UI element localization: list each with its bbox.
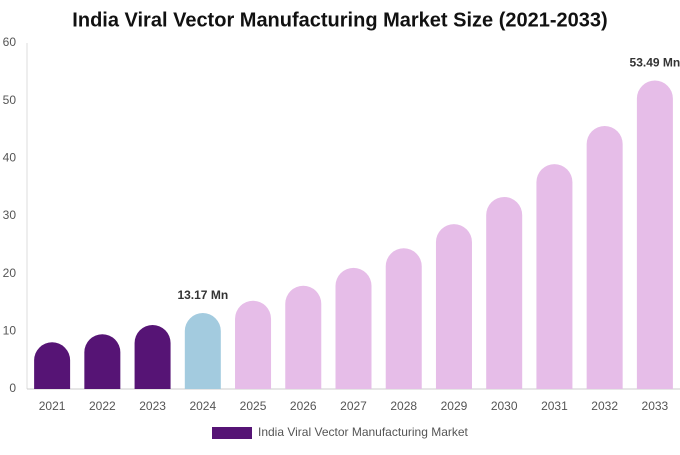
x-tick-label: 2028 — [390, 399, 417, 413]
bar — [84, 334, 121, 389]
x-tick-label: 2031 — [541, 399, 568, 413]
x-tick-label: 2029 — [441, 399, 468, 413]
y-tick-label: 60 — [3, 35, 17, 49]
value-label: 53.49 Mn — [630, 56, 680, 70]
y-tick-label: 30 — [3, 208, 17, 222]
bar — [285, 285, 322, 389]
bar — [486, 196, 523, 389]
x-tick-label: 2026 — [290, 399, 317, 413]
x-tick-label: 2025 — [240, 399, 267, 413]
x-tick-label: 2032 — [591, 399, 618, 413]
bar — [435, 224, 472, 389]
x-tick-label: 2033 — [642, 399, 669, 413]
bar — [134, 324, 171, 389]
bar — [586, 126, 623, 390]
bar — [34, 342, 71, 389]
value-label: 13.17 Mn — [177, 288, 228, 302]
bar — [184, 313, 221, 389]
y-tick-label: 40 — [3, 151, 17, 165]
y-tick-label: 10 — [3, 324, 17, 338]
x-tick-label: 2023 — [139, 399, 166, 413]
bar — [335, 267, 372, 389]
x-tick-label: 2021 — [39, 399, 66, 413]
legend-swatch — [212, 427, 252, 439]
y-tick-label: 20 — [3, 266, 17, 280]
x-tick-label: 2024 — [189, 399, 216, 413]
y-tick-label: 0 — [9, 381, 16, 395]
bar — [636, 80, 673, 389]
bar — [536, 164, 573, 389]
y-tick-label: 50 — [3, 93, 17, 107]
chart-title: India Viral Vector Manufacturing Market … — [72, 9, 607, 31]
bar — [385, 248, 422, 389]
x-tick-label: 2027 — [340, 399, 367, 413]
x-tick-label: 2030 — [491, 399, 518, 413]
bar — [235, 300, 272, 389]
x-tick-label: 2022 — [89, 399, 116, 413]
legend-label: India Viral Vector Manufacturing Market — [258, 425, 469, 439]
